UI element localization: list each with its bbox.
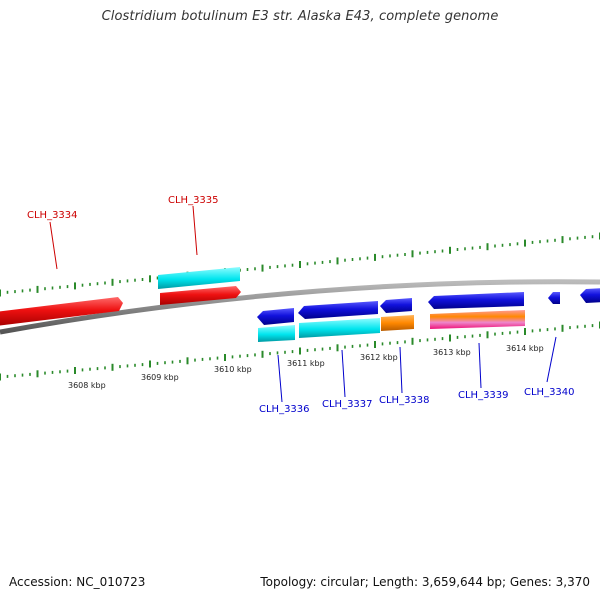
cds-feature-clh3335[interactable] <box>158 267 240 289</box>
inner-tick-track <box>0 321 600 381</box>
gene-label-clh3337[interactable]: CLH_3337 <box>322 399 373 410</box>
scale-label: 3613 kbp <box>433 348 471 357</box>
gene-label-clh3340[interactable]: CLH_3340 <box>524 387 575 398</box>
genome-summary-text: Topology: circular; Length: 3,659,644 bp… <box>260 575 590 589</box>
gene-label-clh3339[interactable]: CLH_3339 <box>458 390 509 401</box>
scale-label: 3612 kbp <box>360 353 398 362</box>
gene-label-clh3334[interactable]: CLH_3334 <box>27 210 78 221</box>
gene-label-clh3338[interactable]: CLH_3338 <box>379 395 430 406</box>
gene-feature-clh3336[interactable] <box>257 308 294 325</box>
gene-label-clh3336[interactable]: CLH_3336 <box>259 404 310 415</box>
gene-feature-clh3337[interactable] <box>298 301 378 319</box>
scale-label: 3611 kbp <box>287 359 325 368</box>
leader-line-clh3337 <box>341 349 346 398</box>
scale-label: 3614 kbp <box>506 344 544 353</box>
leader-line-clh3339 <box>478 342 482 389</box>
gene-feature-clh3334[interactable] <box>0 297 123 326</box>
gene-feature-next[interactable] <box>580 288 600 303</box>
leader-line-clh3335 <box>192 205 198 256</box>
leader-line-clh3338 <box>399 346 403 394</box>
scale-label: 3608 kbp <box>68 381 106 390</box>
map-title: Clostridium botulinum E3 str. Alaska E43… <box>101 9 499 24</box>
gene-feature-clh3340[interactable] <box>548 292 560 304</box>
cds-feature-clh3337[interactable] <box>299 318 380 338</box>
leader-line-clh3336 <box>277 354 283 403</box>
genome-backbone <box>0 279 600 335</box>
gene-feature-clh3335[interactable] <box>160 286 241 305</box>
scale-labels: 3608 kbp 3609 kbp 3610 kbp 3611 kbp 3612 kbp… <box>68 344 544 390</box>
scale-label: 3609 kbp <box>141 373 179 382</box>
cds-feature-clh3336[interactable] <box>258 325 295 342</box>
misc-feature-clh3339[interactable] <box>430 310 525 329</box>
gene-label-clh3335[interactable]: CLH_3335 <box>168 195 219 206</box>
gene-feature-clh3339[interactable] <box>428 292 524 309</box>
leader-line-clh3340 <box>546 336 557 383</box>
scale-label: 3610 kbp <box>214 365 252 374</box>
outer-tick-track <box>0 232 600 297</box>
accession-text: Accession: NC_010723 <box>9 575 146 589</box>
leader-line-clh3334 <box>49 221 58 270</box>
gene-feature-clh3338[interactable] <box>380 298 412 313</box>
misc-feature-clh3338[interactable] <box>381 315 414 331</box>
